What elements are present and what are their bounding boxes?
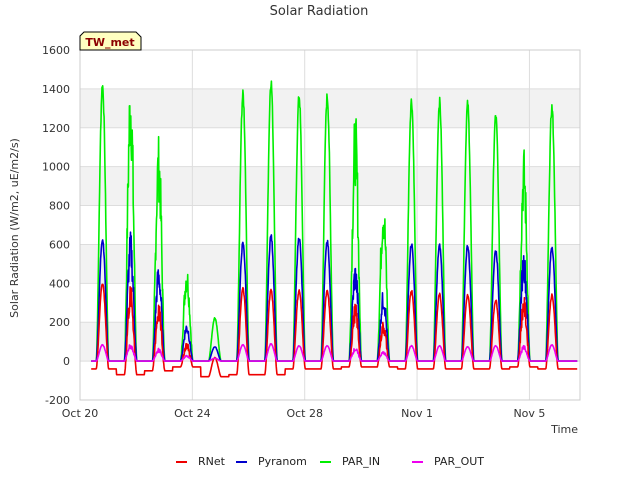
y-tick-label: 1200 (42, 122, 70, 135)
y-tick-label: -200 (45, 394, 70, 407)
x-axis-title: Time (550, 423, 578, 436)
legend-label: RNet (198, 455, 226, 468)
legend: RNet Pyranom PAR_IN PAR_OUT (176, 455, 484, 468)
x-tick-label: Nov 1 (401, 407, 433, 420)
y-tick-label: 600 (49, 238, 70, 251)
y-tick-label: 1600 (42, 44, 70, 57)
y-axis-title: Solar Radiation (W/m2, uE/m2/s) (8, 138, 21, 318)
station-label-box: TW_met (79, 31, 142, 51)
series-line-par-out (90, 342, 578, 362)
plot-band (80, 88, 580, 128)
legend-label: PAR_OUT (434, 455, 484, 468)
x-tick-label: Oct 24 (174, 407, 211, 420)
series-line-rnet (90, 283, 578, 378)
y-tick-label: 400 (49, 277, 70, 290)
y-axis-ticks: -200 0 200 400 600 800 1000 1200 1400 1600 (42, 44, 70, 407)
x-axis-ticks: Oct 20 Oct 24 Oct 28 Nov 1 Nov 5 (62, 407, 546, 420)
y-tick-label: 0 (63, 355, 70, 368)
station-label: TW_met (85, 36, 134, 49)
y-tick-label: 1400 (42, 83, 70, 96)
y-tick-label: 200 (49, 316, 70, 329)
chart-title: Solar Radiation (270, 4, 369, 19)
plot-area-border (79, 49, 581, 401)
x-tick-label: Oct 20 (62, 407, 99, 420)
series-lines (90, 80, 578, 378)
x-tick-label: Oct 28 (286, 407, 323, 420)
legend-label: Pyranom (258, 455, 307, 468)
y-tick-label: 1000 (42, 161, 70, 174)
legend-label: PAR_IN (342, 455, 380, 468)
y-tick-label: 800 (49, 200, 70, 213)
x-tick-label: Nov 5 (513, 407, 545, 420)
